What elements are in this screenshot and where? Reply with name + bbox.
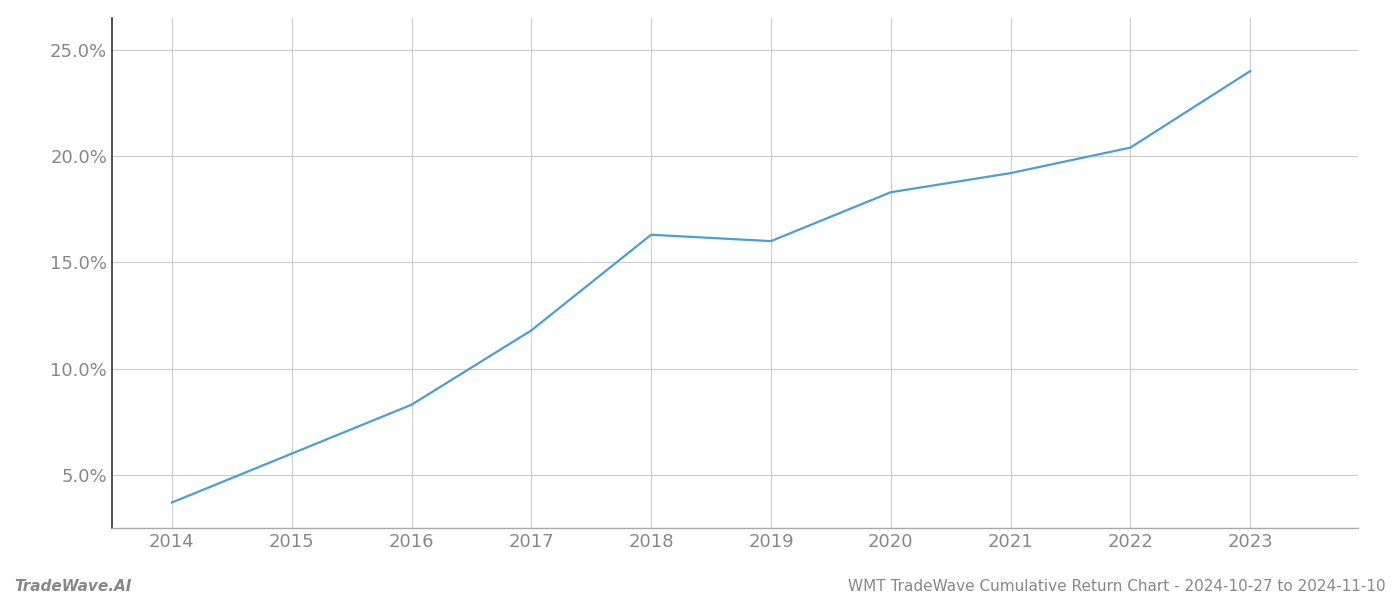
Text: WMT TradeWave Cumulative Return Chart - 2024-10-27 to 2024-11-10: WMT TradeWave Cumulative Return Chart - … [848, 579, 1386, 594]
Text: TradeWave.AI: TradeWave.AI [14, 579, 132, 594]
